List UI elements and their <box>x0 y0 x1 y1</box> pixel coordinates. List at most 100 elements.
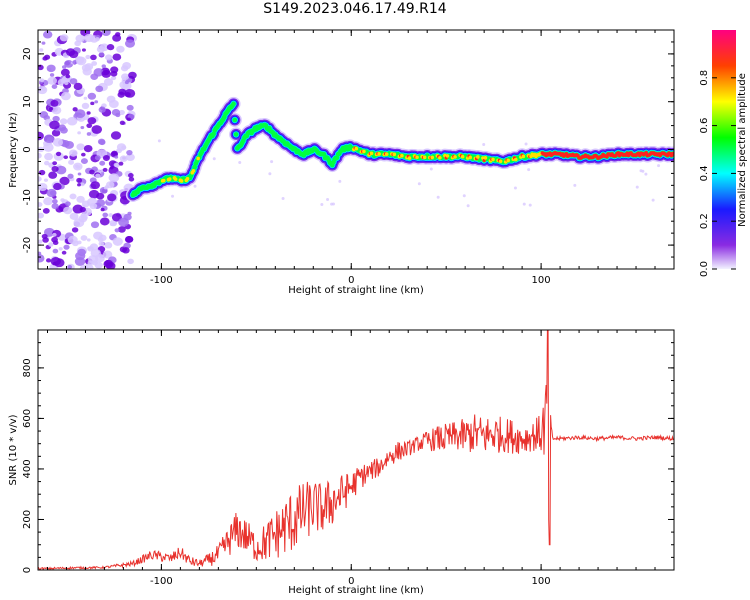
noise-blob <box>112 237 123 246</box>
ridge-mark <box>321 151 327 157</box>
noise-blob <box>89 202 98 210</box>
noise-dot <box>238 161 242 165</box>
ridge-peak <box>513 157 518 162</box>
noise-blob <box>81 64 91 72</box>
noise-blob <box>48 171 58 179</box>
noise-dot <box>326 197 330 201</box>
x-tick-label: 100 <box>532 275 551 286</box>
noise-blob <box>111 150 118 156</box>
noise-blob <box>60 68 70 77</box>
noise-blob <box>74 109 86 119</box>
noise-blob <box>52 161 58 166</box>
noise-blob <box>52 232 57 237</box>
colorbar-gradient <box>712 30 736 269</box>
noise-blob <box>64 60 74 68</box>
ridge-peak <box>392 152 397 157</box>
noise-blob <box>90 221 100 229</box>
noise-blob <box>90 101 95 106</box>
snr-series-line <box>38 330 674 570</box>
noise-blob <box>89 169 95 175</box>
noise-blob <box>42 142 54 152</box>
noise-blob <box>68 149 78 157</box>
noise-dot <box>527 168 531 172</box>
noise-blob <box>102 155 110 161</box>
noise-blob <box>50 99 59 107</box>
noise-blob <box>86 123 93 129</box>
snr-plot-area <box>38 330 674 570</box>
ridge-peak <box>498 159 503 164</box>
noise-blob <box>90 181 101 190</box>
noise-blob <box>86 238 91 242</box>
noise-blob <box>83 144 93 153</box>
noise-blob <box>77 248 86 256</box>
noise-blob <box>94 155 101 161</box>
noise-dot <box>635 185 639 189</box>
noise-blob <box>38 202 43 207</box>
ridge-peak <box>362 149 366 154</box>
noise-blob <box>94 261 103 269</box>
noise-blob <box>87 260 94 266</box>
noise-blob <box>80 182 85 187</box>
y-tick-label: 200 <box>22 510 33 529</box>
noise-blob <box>83 96 88 100</box>
noise-blob <box>51 165 59 173</box>
ridge-peak <box>482 158 486 163</box>
ridge-peak <box>191 168 196 173</box>
noise-blob <box>101 30 111 37</box>
noise-blob <box>61 250 67 255</box>
noise-blob <box>106 261 116 269</box>
snr-frame <box>37 329 675 571</box>
noise-blob <box>80 125 85 130</box>
ridge-peak <box>369 151 374 156</box>
noise-blob <box>85 54 91 60</box>
noise-blob <box>91 125 103 134</box>
noise-blob <box>81 152 86 157</box>
noise-blob <box>38 254 45 263</box>
noise-blob <box>124 235 134 243</box>
noise-blob <box>51 129 61 137</box>
noise-blob <box>104 241 113 249</box>
y-tick-label: 10 <box>22 95 33 108</box>
noise-blob <box>124 91 131 98</box>
noise-blob <box>88 189 100 199</box>
y-tick-label: -10 <box>22 189 33 205</box>
noise-blob <box>42 237 49 243</box>
noise-blob <box>113 182 118 186</box>
noise-blob <box>124 39 136 48</box>
noise-blob <box>75 34 85 43</box>
noise-dot <box>644 172 648 176</box>
noise-blob <box>47 76 57 85</box>
noise-blob <box>86 132 92 136</box>
spectrogram-marks <box>38 30 674 269</box>
noise-blob <box>122 247 130 254</box>
noise-blob <box>52 240 59 246</box>
ridge-mark <box>231 101 236 107</box>
noise-blob <box>59 176 70 186</box>
ridge-peak <box>377 152 381 156</box>
noise-blob <box>73 218 85 228</box>
noise-blob <box>63 155 69 160</box>
ridge-peak <box>422 155 427 160</box>
noise-blob <box>43 197 53 206</box>
noise-blob <box>76 56 87 66</box>
ridge-peak <box>185 176 190 181</box>
noise-blob <box>38 239 43 244</box>
noise-blob <box>60 91 71 101</box>
ridge-peak <box>400 153 404 158</box>
noise-blob <box>60 198 65 202</box>
noise-dot <box>657 164 661 168</box>
noise-blob <box>38 169 46 176</box>
x-tick-label: 0 <box>348 275 354 286</box>
ridge-peak <box>506 158 510 163</box>
noise-blob <box>63 81 69 86</box>
noise-blob <box>69 78 78 85</box>
ridge-peak <box>179 179 184 183</box>
ridge-peak <box>483 156 488 160</box>
noise-dot <box>417 182 421 186</box>
noise-blob <box>77 131 81 135</box>
snr-y-axis-label: SNR (10 * v/v) <box>8 414 19 485</box>
noise-blob <box>110 75 117 81</box>
ridge-peak <box>521 154 526 159</box>
noise-blob <box>111 109 121 116</box>
